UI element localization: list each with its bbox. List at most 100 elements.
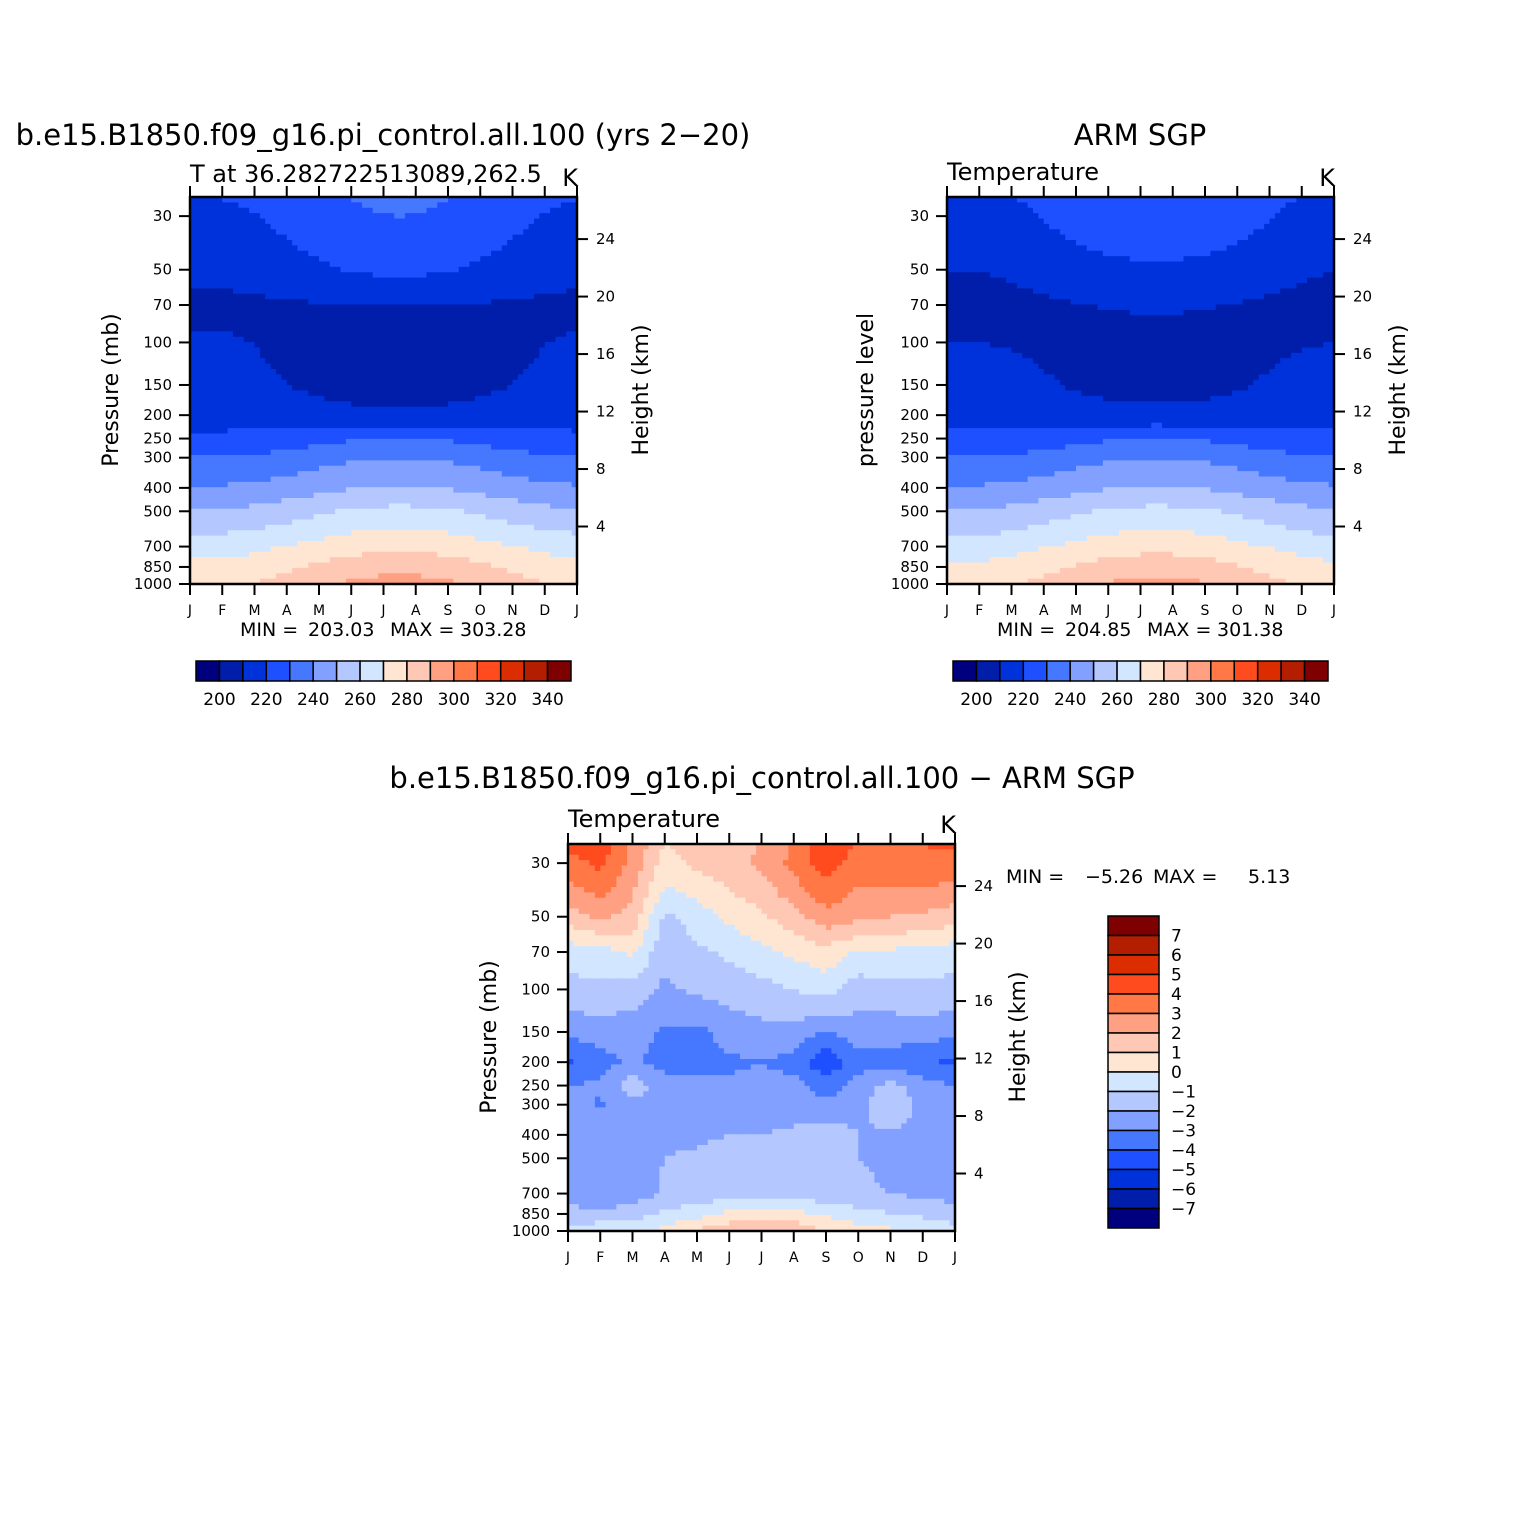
contour-cell — [501, 406, 508, 413]
contour-cell — [388, 455, 395, 461]
contour-cell — [555, 352, 562, 359]
contour-cell — [534, 444, 540, 451]
contour-cell — [276, 524, 282, 531]
contour-cell — [474, 530, 481, 537]
contour-cell — [313, 207, 320, 214]
contour-cell — [313, 283, 320, 289]
contour-cell — [405, 363, 411, 370]
contour-cell — [437, 369, 444, 375]
contour-cell — [388, 342, 395, 349]
contour-cell — [566, 433, 573, 440]
contour-cell — [249, 272, 256, 279]
contour-cell — [276, 455, 282, 461]
contour-cell — [437, 266, 444, 273]
contour-cell — [415, 256, 422, 263]
contour-cell — [485, 245, 492, 252]
contour-cell — [243, 438, 250, 445]
contour-cell — [270, 283, 277, 289]
contour-cell — [286, 379, 293, 386]
contour-cell — [517, 444, 524, 451]
contour-cell — [405, 514, 411, 521]
contour-cell — [243, 406, 250, 413]
contour-cell — [480, 519, 487, 526]
contour-cell — [566, 234, 573, 241]
contour-cell — [243, 524, 250, 531]
contour-cell — [276, 557, 282, 564]
contour-cell — [329, 433, 336, 440]
contour-cell — [555, 422, 562, 429]
contour-cell — [265, 465, 272, 472]
contour-cell — [496, 438, 503, 445]
contour-cell — [517, 223, 524, 230]
contour-cell — [195, 229, 202, 236]
contour-cell — [259, 309, 266, 316]
contour-cell — [200, 433, 207, 440]
contour-cell — [335, 213, 342, 220]
contour-cell — [523, 277, 530, 284]
contour-cell — [313, 240, 320, 246]
contour-cell — [464, 498, 471, 504]
contour-cell — [238, 567, 245, 574]
contour-cell — [426, 229, 433, 236]
contour-cell — [426, 541, 433, 547]
contour-cell — [362, 390, 368, 397]
contour-cell — [211, 336, 218, 343]
contour-cell — [383, 401, 390, 408]
contour-cell — [485, 342, 492, 349]
contour-cell — [421, 213, 428, 220]
contour-cell — [308, 406, 315, 413]
contour-cell — [243, 567, 250, 574]
contour-cell — [458, 433, 465, 440]
contour-cell — [517, 406, 524, 413]
contour-cell — [517, 352, 524, 359]
contour-cell — [211, 352, 218, 359]
contour-cell — [512, 283, 519, 289]
contour-cell — [453, 218, 460, 225]
contour-cell — [206, 541, 213, 547]
contour-cell — [448, 492, 454, 499]
contour-cell — [302, 535, 309, 542]
contour-cell — [544, 202, 551, 209]
contour-cell — [528, 422, 535, 429]
contour-cell — [190, 460, 196, 467]
contour-cell — [534, 223, 540, 230]
contour-cell — [195, 471, 202, 478]
contour-cell — [544, 369, 551, 375]
contour-cell — [249, 207, 256, 214]
contour-cell — [211, 299, 218, 306]
contour-cell — [367, 460, 374, 467]
contour-cell — [249, 557, 256, 564]
contour-cell — [297, 428, 304, 435]
contour-cell — [340, 363, 347, 370]
contour-cell — [200, 395, 207, 402]
contour-cell — [372, 213, 379, 220]
contour-cell — [254, 309, 261, 316]
contour-cell — [324, 503, 331, 510]
contour-cell — [383, 492, 390, 499]
contour-cell — [351, 283, 358, 289]
contour-cell — [372, 197, 379, 203]
contour-cell — [410, 363, 417, 370]
contour-cell — [313, 449, 320, 456]
contour-cell — [539, 449, 546, 456]
contour-cell — [270, 498, 277, 504]
contour-cell — [335, 229, 342, 236]
contour-cell — [480, 352, 487, 359]
contour-cell — [399, 508, 406, 515]
contour-cell — [302, 218, 309, 225]
contour-cell — [464, 487, 471, 494]
contour-cell — [356, 283, 363, 289]
contour-cell — [560, 342, 567, 349]
contour-cell — [265, 546, 272, 553]
contour-cell — [367, 557, 374, 564]
contour-cell — [464, 481, 471, 488]
contour-cell — [362, 250, 368, 257]
contour-cell — [442, 417, 449, 424]
contour-cell — [431, 433, 438, 440]
contour-cell — [566, 202, 573, 209]
contour-cell — [415, 304, 422, 311]
contour-cell — [550, 449, 557, 456]
contour-cell — [464, 530, 471, 537]
contour-cell — [501, 379, 508, 386]
contour-cell — [292, 342, 299, 349]
